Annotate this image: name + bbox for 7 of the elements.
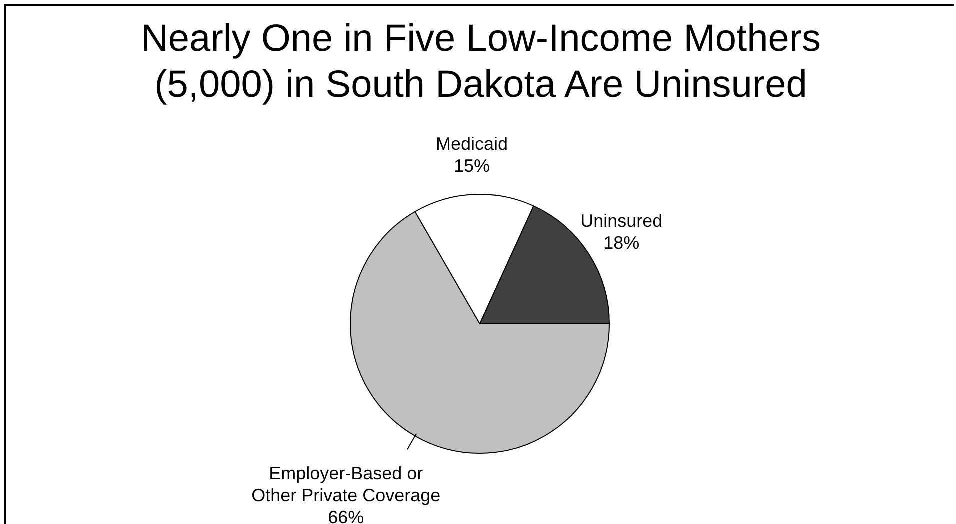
data-label: 66%: [328, 508, 364, 524]
chart-title: Nearly One in Five Low-Income Mothers (5,000) in South Dakota Are Uninsured: [140, 17, 822, 108]
data-label: 15%: [454, 156, 490, 176]
data-label: 18%: [604, 232, 640, 253]
slice-label: Uninsured: [580, 210, 663, 231]
slice-label: Medicaid: [436, 134, 508, 154]
slice-label: Employer-Based or Other Private Coverage: [252, 464, 441, 506]
